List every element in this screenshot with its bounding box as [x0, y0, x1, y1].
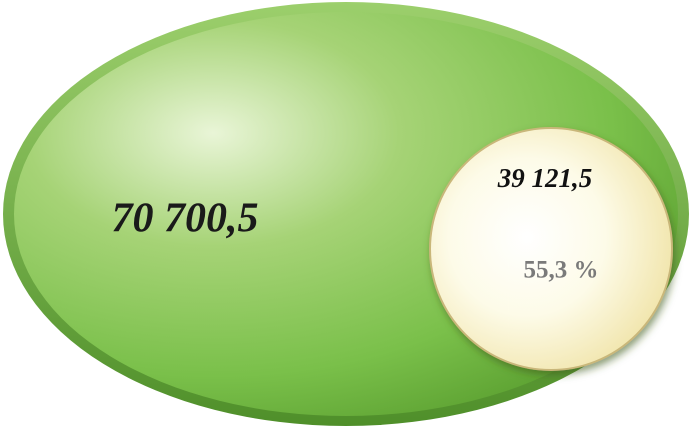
inner-circle [429, 127, 673, 371]
total-value: 70 700,5 [112, 196, 259, 242]
part-share: 55,3 % [524, 257, 599, 284]
part-value: 39 121,5 [497, 163, 593, 193]
